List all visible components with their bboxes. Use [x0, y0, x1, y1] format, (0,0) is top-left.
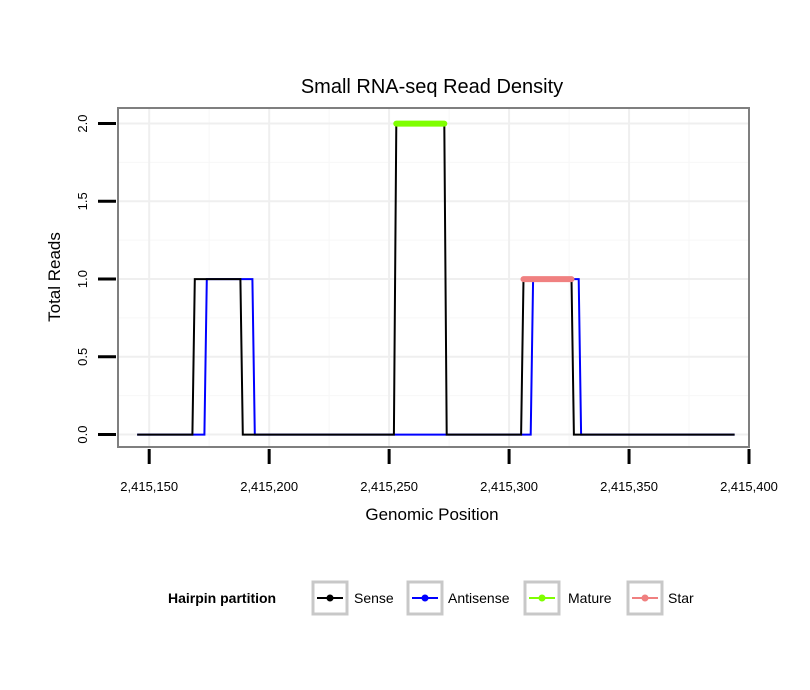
legend-key-point-sense: [326, 594, 334, 602]
x-tick-label: 2,415,300: [480, 479, 538, 494]
axes: 2,415,150 2,415,200 2,415,250 2,415,300 2,41…: [75, 115, 778, 494]
y-axis-title: Total Reads: [45, 232, 64, 322]
legend: Hairpin partition Sense Antisense Mature St…: [168, 580, 694, 616]
legend-key-point-antisense: [421, 594, 429, 602]
y-tick-label: 1.0: [75, 270, 90, 288]
grid-lines: [119, 109, 748, 446]
legend-key-point-mature: [538, 594, 546, 602]
x-tick-label: 2,415,250: [360, 479, 418, 494]
x-axis-title: Genomic Position: [365, 505, 498, 524]
y-tick-label: 1.5: [75, 192, 90, 210]
legend-label-star: Star: [668, 590, 694, 606]
x-tick-label: 2,415,400: [720, 479, 778, 494]
y-tick-label: 2.0: [75, 115, 90, 133]
y-tick-label: 0.5: [75, 348, 90, 366]
chart-title: Small RNA-seq Read Density: [301, 76, 563, 98]
series-lines: [137, 120, 735, 436]
plot-panel-border: [117, 107, 750, 448]
x-tick-label: 2,415,350: [600, 479, 658, 494]
legend-label-antisense: Antisense: [448, 590, 510, 606]
legend-title: Hairpin partition: [168, 590, 276, 606]
y-tick-label: 0.0: [75, 426, 90, 444]
x-tick-label: 2,415,150: [120, 479, 178, 494]
legend-label-mature: Mature: [568, 590, 612, 606]
legend-key-point-star: [641, 594, 649, 602]
legend-label-sense: Sense: [354, 590, 394, 606]
x-tick-label: 2,415,200: [240, 479, 298, 494]
